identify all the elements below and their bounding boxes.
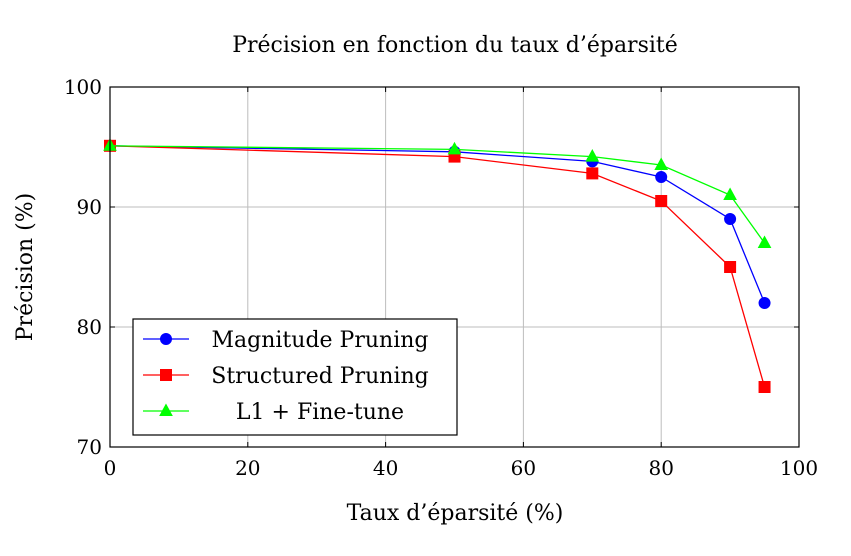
x-tick-label: 60 xyxy=(511,456,536,480)
data-point xyxy=(655,171,668,183)
axis-ticks: 0 20 40 60 80 100 70 80 90 100 xyxy=(64,75,818,480)
x-tick-label: 40 xyxy=(373,456,398,480)
plot-frame xyxy=(109,86,800,448)
series-line xyxy=(109,145,766,388)
data-point xyxy=(585,149,600,162)
y-tick-label: 70 xyxy=(77,435,102,459)
data-point xyxy=(758,297,771,309)
x-axis-label: Taux d’éparsité (%) xyxy=(347,501,564,526)
x-tick-label: 100 xyxy=(780,456,818,480)
legend-label: Magnitude Pruning xyxy=(212,328,429,353)
data-point xyxy=(723,187,737,200)
chart-title: Précision en fonction du taux d’éparsité xyxy=(232,33,678,58)
series-line xyxy=(109,145,766,244)
legend-marker xyxy=(159,403,173,416)
y-axis-label: Précision (%) xyxy=(13,193,38,342)
x-tick-label: 0 xyxy=(104,456,117,480)
data-point xyxy=(757,235,772,248)
series-line xyxy=(109,145,766,304)
data-point xyxy=(724,261,737,273)
legend: Magnitude Pruning Structured Pruning L1 + … xyxy=(132,318,458,436)
y-tick-label: 100 xyxy=(64,75,102,99)
x-tick-label: 20 xyxy=(235,456,260,480)
legend-marker xyxy=(160,333,172,345)
data-point xyxy=(654,157,669,170)
data-point xyxy=(586,167,599,180)
legend-box xyxy=(132,318,458,436)
legend-label: L1 + Fine-tune xyxy=(236,400,404,425)
legend-label: Structured Pruning xyxy=(211,364,429,389)
y-tick-label: 90 xyxy=(77,195,102,219)
data-point xyxy=(655,195,668,207)
data-point xyxy=(724,213,737,225)
data-point xyxy=(447,141,462,155)
x-tick-label: 80 xyxy=(648,456,673,480)
y-tick-label: 80 xyxy=(77,315,102,339)
data-point xyxy=(758,381,771,393)
legend-marker xyxy=(160,369,172,381)
